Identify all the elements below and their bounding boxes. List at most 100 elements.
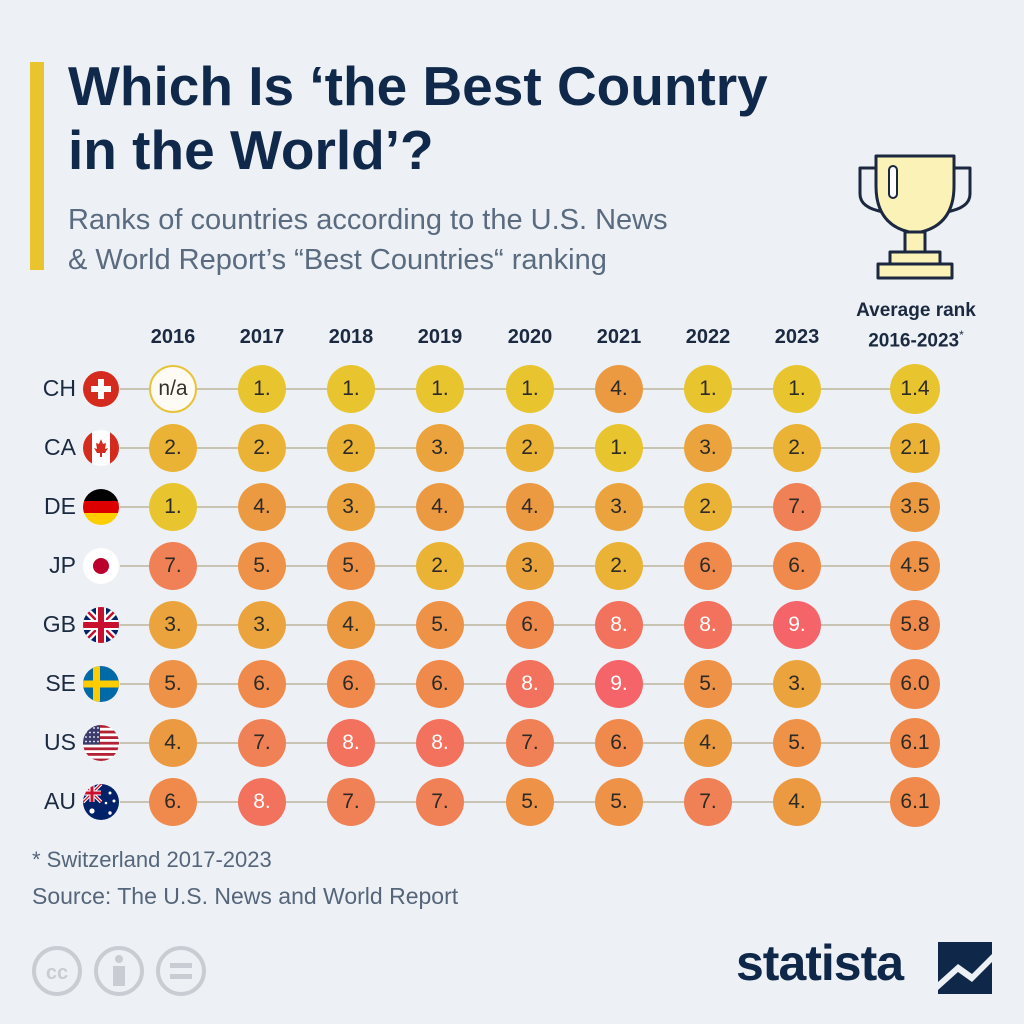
rank-dot-au-2021: 5. [595,778,643,826]
chart-title: Which Is ‘the Best Country in the World’… [68,54,888,182]
rank-dot-ch-2021: 4. [595,365,643,413]
rank-dot-us-2017: 7. [238,719,286,767]
chart-subtitle: Ranks of countries according to the U.S.… [68,200,828,280]
no-derivatives-icon [156,946,206,996]
rank-dot-de-2018: 3. [327,483,375,531]
average-rank-header: Average rank 2016-2023* [846,298,986,353]
rank-dot-au-2018: 7. [327,778,375,826]
rank-dot-us-2020: 7. [506,719,554,767]
rank-dot-jp-2018: 5. [327,542,375,590]
rank-dot-au-2016: 6. [149,778,197,826]
rank-dot-se-2023: 3. [773,660,821,708]
average-dot-jp: 4.5 [890,541,940,591]
rank-dot-ca-2021: 1. [595,424,643,472]
country-code-ca: CA [44,434,76,460]
rank-dot-ch-2017: 1. [238,365,286,413]
rank-dot-ca-2016: 2. [149,424,197,472]
rank-dot-de-2020: 4. [506,483,554,531]
statista-wordmark: statista [736,935,904,991]
rank-dot-de-2019: 4. [416,483,464,531]
year-label-2017: 2017 [239,326,285,348]
year-label-2020: 2020 [507,326,553,348]
year-label-2019: 2019 [417,326,463,348]
country-code-gb: GB [42,611,76,637]
rank-dot-gb-2022: 8. [684,601,732,649]
rank-dot-ca-2019: 3. [416,424,464,472]
rank-dot-ca-2022: 3. [684,424,732,472]
uk-flag-icon [83,607,119,643]
rank-dot-se-2021: 9. [595,660,643,708]
rank-dot-ca-2018: 2. [327,424,375,472]
average-header-line-2: 2016-2023 [868,330,960,352]
year-label-2023: 2023 [774,326,820,348]
statista-logo-icon [938,942,992,994]
trophy-icon [858,154,972,280]
rank-dot-ch-2018: 1. [327,365,375,413]
rank-dot-gb-2016: 3. [149,601,197,649]
rank-dot-de-2021: 3. [595,483,643,531]
average-dot-us: 6.1 [890,718,940,768]
rank-dot-jp-2016: 7. [149,542,197,590]
rank-dot-jp-2021: 2. [595,542,643,590]
rank-dot-au-2023: 4. [773,778,821,826]
rank-dot-gb-2020: 6. [506,601,554,649]
rank-dot-ca-2020: 2. [506,424,554,472]
rank-dot-gb-2018: 4. [327,601,375,649]
average-dot-de: 3.5 [890,482,940,532]
sweden-flag-icon [83,666,119,702]
rank-dot-us-2019: 8. [416,719,464,767]
average-dot-ch: 1.4 [890,364,940,414]
country-code-se: SE [45,670,76,696]
usa-flag-icon [83,725,119,761]
japan-flag-icon [83,548,119,584]
country-code-de: DE [44,493,76,519]
year-label-2022: 2022 [685,326,731,348]
title-line-1: Which Is ‘the Best Country [68,55,768,117]
rank-dot-jp-2017: 5. [238,542,286,590]
year-label-2021: 2021 [596,326,642,348]
year-label-2018: 2018 [328,326,374,348]
rank-dot-ch-2023: 1. [773,365,821,413]
country-code-ch: CH [42,375,76,401]
attribution-icon [94,946,144,996]
average-dot-se: 6.0 [890,659,940,709]
rank-dot-ca-2017: 2. [238,424,286,472]
creative-commons-icon: cc [32,946,82,996]
rank-dot-ch-2019: 1. [416,365,464,413]
rank-dot-de-2023: 7. [773,483,821,531]
rank-dot-jp-2022: 6. [684,542,732,590]
rank-dot-us-2022: 4. [684,719,732,767]
rank-dot-au-2022: 7. [684,778,732,826]
subtitle-line-1: Ranks of countries according to the U.S.… [68,204,668,236]
average-dot-ca: 2.1 [890,423,940,473]
rank-dot-de-2017: 4. [238,483,286,531]
rank-dot-se-2018: 6. [327,660,375,708]
rank-dot-se-2016: 5. [149,660,197,708]
switzerland-flag-icon [83,371,119,407]
year-label-2016: 2016 [150,326,196,348]
australia-flag-icon [83,784,119,820]
average-dot-au: 6.1 [890,777,940,827]
rank-dot-se-2022: 5. [684,660,732,708]
rank-dot-de-2022: 2. [684,483,732,531]
title-line-2: in the World’? [68,119,434,181]
country-code-jp: JP [49,552,76,578]
rank-dot-us-2023: 5. [773,719,821,767]
country-code-us: US [44,729,76,755]
rank-dot-au-2019: 7. [416,778,464,826]
country-code-au: AU [44,788,76,814]
rank-dot-gb-2019: 5. [416,601,464,649]
rank-dot-jp-2023: 6. [773,542,821,590]
title-accent-bar [30,62,44,270]
rank-dot-se-2017: 6. [238,660,286,708]
rank-dot-ca-2023: 2. [773,424,821,472]
rank-dot-jp-2020: 3. [506,542,554,590]
rank-dot-se-2020: 8. [506,660,554,708]
rank-dot-au-2017: 8. [238,778,286,826]
rank-dot-gb-2021: 8. [595,601,643,649]
rank-dot-us-2018: 8. [327,719,375,767]
average-dot-gb: 5.8 [890,600,940,650]
rank-dot-gb-2017: 3. [238,601,286,649]
average-header-footnote-mark: * [959,328,964,342]
rank-dot-gb-2023: 9. [773,601,821,649]
